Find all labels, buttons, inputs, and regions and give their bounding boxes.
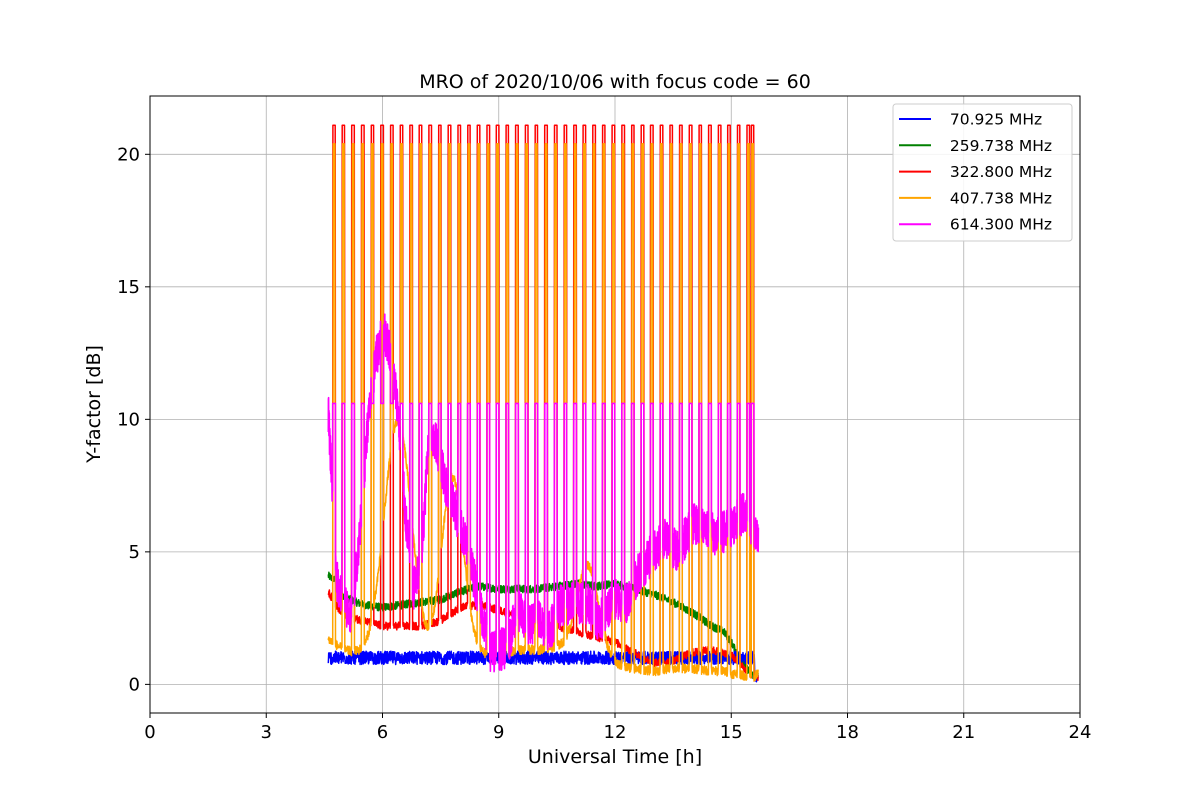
x-tick-label: 24 bbox=[1069, 722, 1092, 743]
legend-label-3: 322.800 MHz bbox=[940, 163, 1052, 181]
x-tick-label: 0 bbox=[144, 722, 155, 743]
y-tick-label: 20 bbox=[117, 144, 140, 165]
series-line-5 bbox=[327, 313, 760, 673]
series-layer bbox=[327, 124, 760, 683]
y-tick-label: 5 bbox=[129, 542, 140, 563]
y-tick-label: 0 bbox=[129, 674, 140, 695]
x-tick-label: 6 bbox=[377, 722, 388, 743]
legend: 70.925 MHz 259.738 MHz 322.800 MHz 407.7… bbox=[892, 103, 1073, 242]
x-tick-label: 21 bbox=[952, 722, 975, 743]
legend-box bbox=[892, 103, 1073, 242]
x-tick-label: 18 bbox=[836, 722, 859, 743]
legend-label-4: 407.738 MHz bbox=[940, 189, 1052, 207]
y-tick-label: 15 bbox=[117, 277, 140, 298]
x-tick-label: 15 bbox=[720, 722, 743, 743]
x-tick-label: 12 bbox=[604, 722, 627, 743]
plot-area: 0 3 6 9 12 15 18 21 24 0 5 10 15 20 bbox=[117, 95, 1091, 743]
chart-title: MRO of 2020/10/06 with focus code = 60 bbox=[419, 71, 811, 93]
y-axis-label: Y-factor [dB] bbox=[83, 345, 105, 464]
ticks: 0 3 6 9 12 15 18 21 24 0 5 10 15 20 bbox=[117, 144, 1091, 743]
legend-label-1: 70.925 MHz bbox=[940, 111, 1042, 129]
series-line-1 bbox=[327, 650, 759, 683]
legend-label-2: 259.738 MHz bbox=[940, 137, 1052, 155]
legend-label-5: 614.300 MHz bbox=[940, 216, 1052, 234]
x-tick-label: 9 bbox=[493, 722, 504, 743]
x-tick-label: 3 bbox=[261, 722, 272, 743]
x-axis-label: Universal Time [h] bbox=[528, 746, 702, 768]
y-tick-label: 10 bbox=[117, 409, 140, 430]
